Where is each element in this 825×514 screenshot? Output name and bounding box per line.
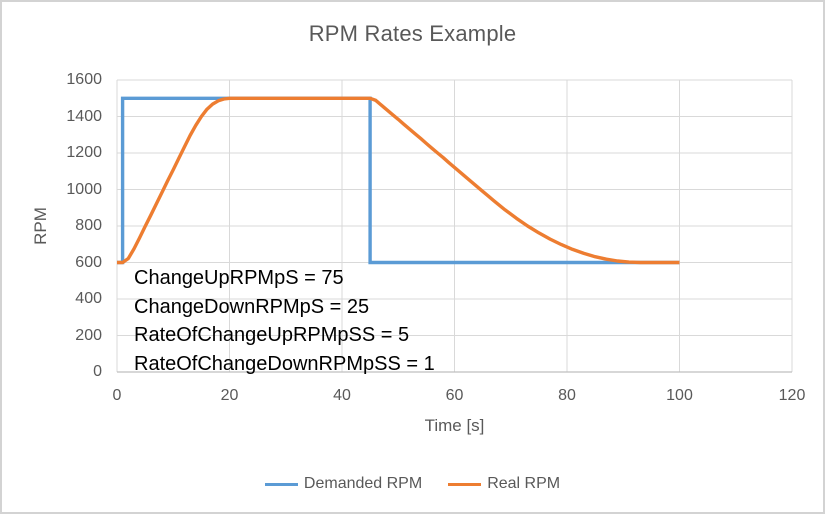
x-tick-label: 100 [666,387,693,404]
legend-line-swatch-real [448,482,482,486]
y-tick-label: 0 [93,363,102,380]
x-tick-label: 40 [333,387,351,404]
annotation-line-1: ChangeUpRPMpS = 75 [134,267,344,289]
y-tick-label: 1200 [66,144,102,161]
x-tick-label: 60 [445,387,464,404]
series-line-real-rpm [117,96,680,265]
y-tick-label: 600 [75,253,102,271]
x-tick-label: 20 [220,387,239,404]
chart-title: RPM Rates Example [308,21,517,46]
y-tick-label: 200 [75,326,102,344]
annotation-block: ChangeUpRPMpS = 75 ChangeDownRPMpS = 25 … [134,264,435,378]
x-tick-label: 80 [558,387,576,404]
x-tick-label: 0 [112,387,122,404]
legend-line-swatch-demanded [264,482,298,486]
annotation-line-2: ChangeDownRPMpS = 25 [134,295,370,318]
annotation-line-4: RateOfChangeDownRPMpSS = 1 [134,352,435,375]
y-tick-label: 1600 [66,71,102,88]
y-tick-label: 400 [75,290,102,307]
legend-label-real: Real RPM [487,475,561,492]
series-line-demanded-rpm [117,96,680,265]
annotation-line-3: RateOfChangeUpRPMpSS = 5 [134,324,410,347]
legend-label-demanded: Demanded RPM [303,475,423,492]
x-tick-label: 120 [778,387,806,404]
y-tick-label: 1000 [66,180,102,198]
y-tick-label: 800 [75,217,102,234]
y-tick-label: 1400 [66,107,102,125]
legend-item-demanded-rpm: Demanded RPM [264,475,423,493]
legend: Demanded RPM Real RPM [2,475,823,493]
x-axis-title: Time [s] [424,416,485,435]
legend-item-real-rpm: Real RPM [448,475,560,493]
